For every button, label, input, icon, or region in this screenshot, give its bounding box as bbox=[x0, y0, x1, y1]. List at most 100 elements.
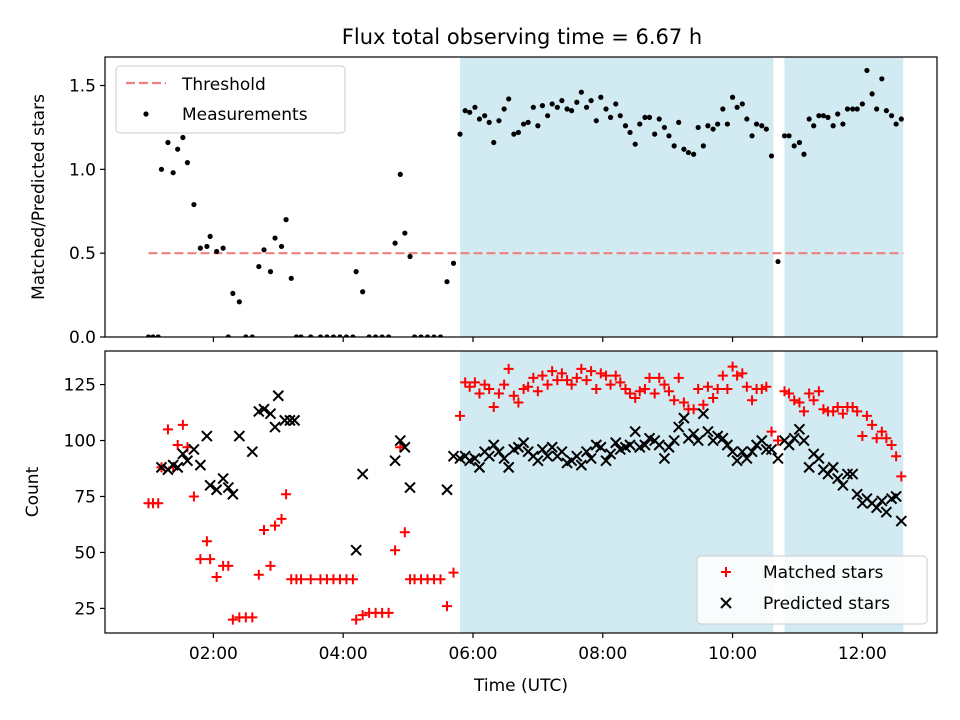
matched-star-point bbox=[639, 384, 650, 395]
measurement-point bbox=[515, 129, 522, 136]
measurement-point bbox=[298, 334, 304, 337]
predicted-star-point bbox=[272, 390, 284, 402]
measurement-point bbox=[249, 334, 255, 337]
matched-star-point bbox=[772, 435, 783, 446]
matched-star-point bbox=[253, 569, 264, 580]
measurement-point bbox=[343, 334, 350, 337]
measurement-point bbox=[165, 139, 171, 146]
bottom-legend-box bbox=[696, 555, 928, 625]
matched-star-point bbox=[813, 386, 824, 397]
measurement-point bbox=[791, 143, 797, 149]
measurement-point bbox=[191, 201, 197, 208]
predicted-star-point bbox=[194, 459, 207, 471]
measurement-point bbox=[768, 153, 775, 159]
matched-star-point bbox=[188, 491, 199, 502]
matched-star-point bbox=[172, 440, 183, 450]
predicted-star-point bbox=[188, 443, 200, 456]
measurement-point bbox=[437, 334, 444, 337]
predicted-star-point bbox=[783, 439, 795, 451]
measurement-point bbox=[184, 160, 191, 166]
predicted-star-point bbox=[350, 544, 362, 556]
predicted-star-point bbox=[851, 488, 863, 500]
matched-star-point bbox=[837, 408, 848, 419]
matched-star-point bbox=[479, 379, 490, 390]
measurement-point bbox=[360, 289, 366, 295]
measurement-point bbox=[175, 146, 181, 152]
measurement-point bbox=[214, 248, 220, 255]
predicted-star-point bbox=[813, 452, 825, 465]
top-panel: 0.0 0.5 1.0 1.5 Threshold Measurements bbox=[69, 56, 938, 348]
measurement-point bbox=[539, 103, 546, 109]
matched-star-point bbox=[663, 386, 674, 397]
predicted-star-point bbox=[441, 484, 453, 496]
measurement-point bbox=[666, 133, 672, 139]
matched-star-point bbox=[610, 370, 621, 381]
matched-star-point bbox=[552, 375, 563, 386]
predicted-star-point bbox=[697, 407, 710, 420]
measurement-point bbox=[373, 334, 379, 337]
matched-star-point bbox=[741, 381, 752, 392]
predicted-star-point bbox=[717, 432, 729, 444]
predicted-star-point bbox=[498, 452, 510, 465]
bottom-series-plus bbox=[143, 361, 907, 625]
top-y-tick-label: 0.5 bbox=[69, 244, 96, 264]
matched-star-point bbox=[508, 390, 519, 401]
matched-star-point bbox=[542, 379, 553, 390]
predicted-star-point bbox=[841, 468, 854, 480]
bottom-axes-frame bbox=[104, 350, 938, 634]
matched-star-point bbox=[153, 498, 164, 509]
measurement-point bbox=[806, 116, 812, 122]
measurement-point bbox=[820, 113, 827, 119]
matched-star-point bbox=[205, 554, 216, 565]
legend-matched-swatch bbox=[721, 567, 731, 577]
matched-star-point bbox=[756, 384, 767, 395]
matched-star-point bbox=[766, 426, 777, 437]
measurement-point bbox=[879, 76, 885, 82]
predicted-star-point bbox=[246, 446, 259, 458]
matched-star-point bbox=[615, 377, 626, 388]
matched-star-point bbox=[867, 419, 878, 430]
predicted-star-point bbox=[736, 446, 749, 458]
measurement-point bbox=[646, 114, 653, 120]
measurement-point bbox=[564, 106, 570, 112]
measurement-point bbox=[705, 123, 711, 129]
predicted-star-point bbox=[279, 414, 291, 427]
predicted-star-point bbox=[399, 441, 411, 453]
measurement-point bbox=[720, 106, 726, 112]
predicted-star-point bbox=[788, 432, 800, 444]
predicted-star-point bbox=[624, 439, 636, 451]
predicted-star-point bbox=[227, 488, 239, 500]
measurement-point bbox=[476, 116, 483, 122]
measurement-point bbox=[898, 116, 904, 122]
matched-star-point bbox=[576, 363, 587, 374]
measurement-point bbox=[261, 247, 267, 253]
measurement-point bbox=[816, 113, 822, 119]
measurement-point bbox=[150, 334, 156, 337]
bottom-panel: 25 50 75 100 125 02:00 04:00 06:00 08:00 10:00 12:… bbox=[64, 350, 938, 664]
measurement-point bbox=[236, 299, 242, 305]
measurement-point bbox=[407, 253, 413, 260]
top-legend-box bbox=[115, 65, 346, 134]
predicted-star-point bbox=[726, 446, 739, 458]
matched-star-point bbox=[528, 372, 539, 383]
predicted-star-point bbox=[600, 454, 612, 467]
matched-star-point bbox=[281, 489, 292, 500]
measurement-point bbox=[491, 139, 497, 146]
predicted-star-point bbox=[258, 403, 270, 415]
x-tick-label: 08:00 bbox=[578, 644, 627, 664]
predicted-star-point bbox=[803, 461, 815, 474]
measurement-point bbox=[554, 104, 560, 110]
legend-threshold-label: Threshold bbox=[181, 75, 266, 95]
predicted-star-point bbox=[672, 421, 685, 433]
measurement-point bbox=[840, 121, 846, 127]
measurement-point bbox=[278, 243, 285, 250]
matched-star-point bbox=[832, 401, 843, 412]
matched-star-point bbox=[270, 520, 281, 531]
measurement-point bbox=[225, 334, 231, 337]
predicted-star-point bbox=[493, 446, 505, 458]
predicted-star-point bbox=[890, 490, 902, 503]
measurement-point bbox=[893, 121, 899, 127]
predicted-star-point bbox=[772, 452, 784, 465]
matched-star-point bbox=[678, 397, 689, 408]
